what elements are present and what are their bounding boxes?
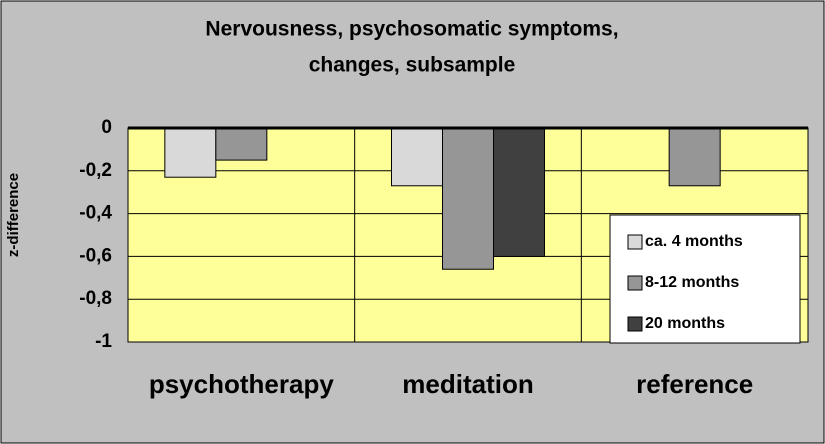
y-tick-label: -0,8	[79, 288, 112, 309]
bar	[391, 127, 443, 187]
y-axis-label: z-difference	[5, 173, 22, 257]
y-tick-label: -0,4	[79, 203, 112, 224]
bar	[493, 127, 545, 257]
chart-title: changes, subsample	[309, 54, 516, 77]
y-tick-label: 0	[101, 117, 112, 138]
legend-label: 20 months	[645, 315, 725, 332]
x-tick-label: reference	[636, 369, 753, 399]
bar	[668, 127, 721, 187]
y-tick-label: -1	[95, 331, 112, 352]
x-tick-label: meditation	[402, 369, 533, 399]
y-tick-label: -0,2	[79, 160, 112, 181]
legend-label: ca. 4 months	[645, 233, 743, 250]
bar	[215, 127, 268, 161]
chart-title: Nervousness, psychosomatic symptoms,	[205, 18, 618, 41]
legend-swatch	[627, 275, 643, 291]
legend-label: 8-12 months	[645, 274, 739, 291]
y-tick-label: -0,6	[79, 245, 112, 266]
legend-swatch	[627, 234, 643, 250]
legend-swatch	[627, 316, 643, 332]
bar	[164, 127, 217, 178]
bar	[442, 127, 494, 270]
x-tick-label: psychotherapy	[149, 369, 334, 399]
